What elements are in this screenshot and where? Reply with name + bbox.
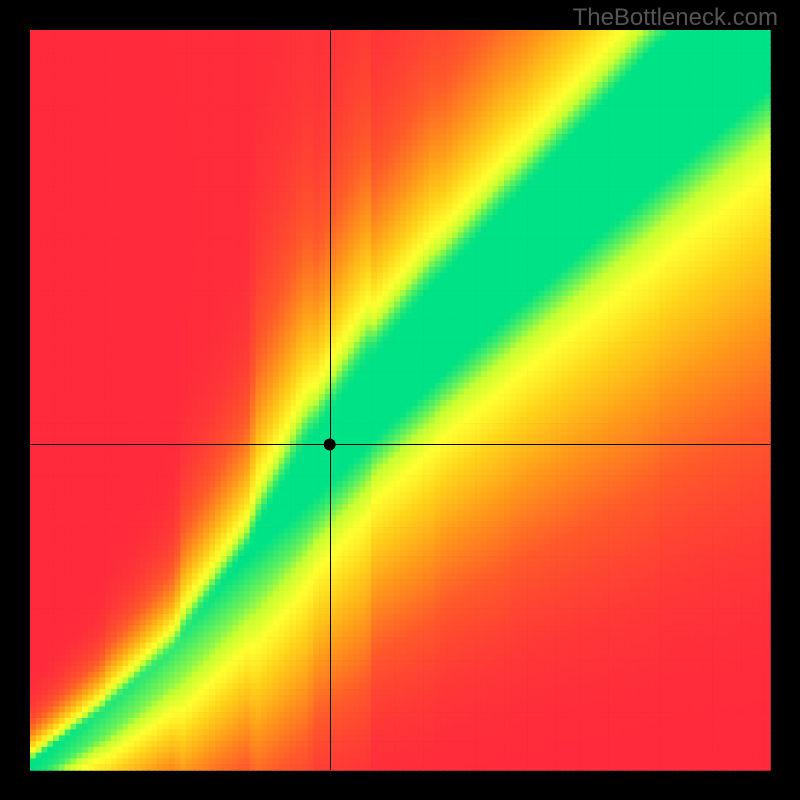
bottleneck-heatmap (0, 0, 800, 800)
watermark-text: TheBottleneck.com (573, 4, 778, 32)
